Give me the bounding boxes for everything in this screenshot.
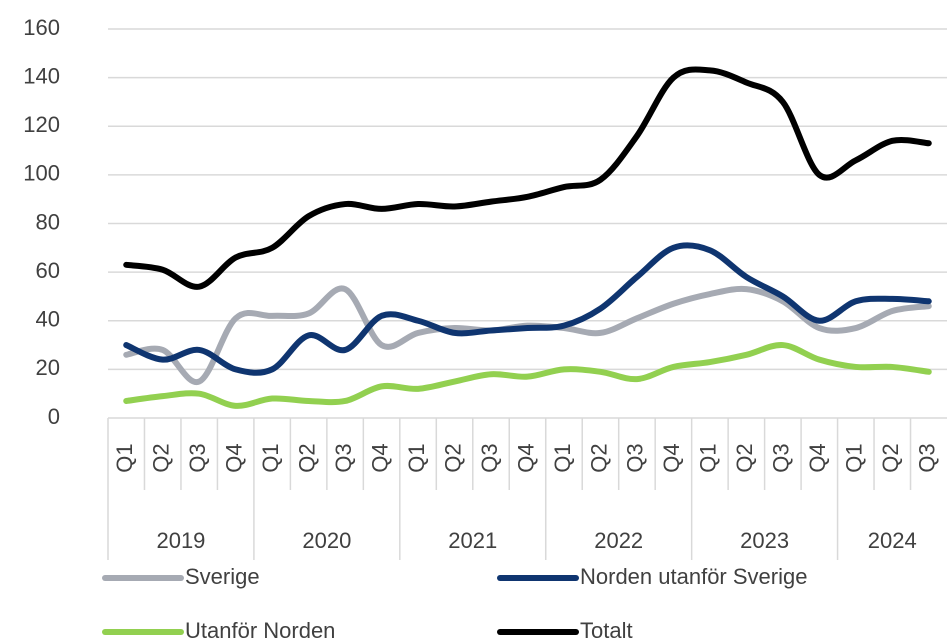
legend-label: Sverige — [185, 564, 260, 589]
x-tick-label: Q3 — [769, 443, 794, 472]
x-tick-label: Q4 — [221, 443, 246, 472]
x-tick-label: Q1 — [550, 443, 575, 472]
y-tick-label: 80 — [36, 209, 60, 234]
x-tick-label: Q4 — [513, 443, 538, 472]
x-tick-label: Q2 — [586, 443, 611, 472]
x-tick-label: Q3 — [623, 443, 648, 472]
x-tick-label: Q1 — [112, 443, 137, 472]
x-tick-label: Q2 — [294, 443, 319, 472]
x-group-label: 2022 — [594, 528, 643, 553]
x-tick-label: Q3 — [915, 443, 940, 472]
x-group-label: 2019 — [156, 528, 205, 553]
x-tick-label: Q4 — [367, 443, 392, 472]
y-tick-label: 20 — [36, 355, 60, 380]
x-tick-label: Q2 — [732, 443, 757, 472]
y-tick-label: 120 — [23, 112, 60, 137]
legend-label: Norden utanför Sverige — [580, 564, 807, 589]
x-tick-label: Q4 — [659, 443, 684, 472]
x-tick-label: Q3 — [477, 443, 502, 472]
x-tick-label: Q4 — [805, 443, 830, 472]
y-tick-label: 40 — [36, 307, 60, 332]
x-group-label: 2024 — [868, 528, 917, 553]
legend-label: Totalt — [580, 618, 633, 643]
x-group-label: 2021 — [448, 528, 497, 553]
x-tick-label: Q1 — [842, 443, 867, 472]
x-tick-label: Q3 — [185, 443, 210, 472]
series-line — [123, 242, 932, 376]
x-group-label: 2020 — [302, 528, 351, 553]
x-tick-label: Q2 — [440, 443, 465, 472]
x-tick-label: Q1 — [404, 443, 429, 472]
y-tick-label: 100 — [23, 161, 60, 186]
y-tick-label: 60 — [36, 258, 60, 283]
x-tick-label: Q2 — [878, 443, 903, 472]
series-line — [123, 66, 932, 290]
x-tick-label: Q3 — [331, 443, 356, 472]
x-tick-label: Q2 — [149, 443, 174, 472]
legend-label: Utanför Norden — [185, 618, 335, 643]
x-group-label: 2023 — [740, 528, 789, 553]
series-line — [123, 285, 932, 385]
y-tick-label: 140 — [23, 63, 60, 88]
x-tick-label: Q1 — [258, 443, 283, 472]
y-tick-label: 0 — [48, 404, 60, 429]
y-tick-label: 160 — [23, 15, 60, 40]
series-line — [123, 342, 932, 409]
x-tick-label: Q1 — [696, 443, 721, 472]
